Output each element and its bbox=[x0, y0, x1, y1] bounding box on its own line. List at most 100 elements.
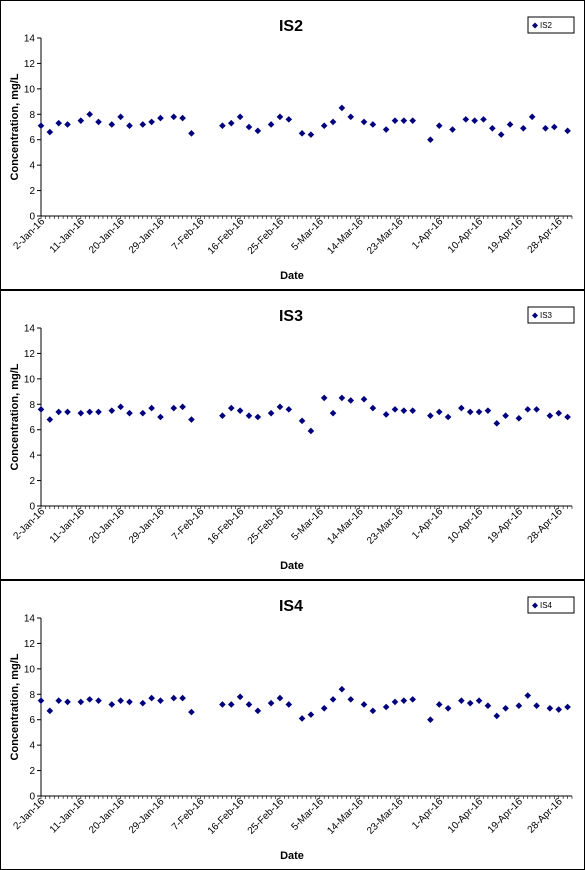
data-point bbox=[338, 685, 346, 693]
x-tick-label: 5-Mar-16 bbox=[289, 216, 326, 253]
data-point bbox=[493, 712, 501, 720]
x-tick-label: 10-Apr-16 bbox=[446, 216, 486, 256]
x-tick-label: 19-Apr-16 bbox=[486, 796, 526, 836]
data-point bbox=[117, 113, 124, 121]
data-point bbox=[148, 404, 155, 412]
data-point bbox=[515, 702, 523, 710]
data-point bbox=[471, 117, 478, 124]
chart-panel-is3: IS3 0 2 4 6 8 10 12 14 2-Jan-16 11-Jan-16 20-Jan-16… bbox=[0, 290, 585, 580]
x-tick-label: 16-Feb-16 bbox=[206, 216, 247, 257]
y-tick-label: 6 bbox=[29, 135, 35, 146]
data-point bbox=[236, 113, 244, 121]
data-point bbox=[307, 131, 315, 138]
data-point bbox=[475, 408, 483, 416]
y-tick-label: 10 bbox=[24, 664, 36, 675]
data-point bbox=[475, 697, 483, 704]
data-point bbox=[369, 707, 377, 715]
data-point bbox=[126, 122, 133, 130]
data-point bbox=[533, 702, 540, 710]
data-point bbox=[227, 119, 235, 127]
chart-title: IS3 bbox=[279, 308, 303, 325]
data-point bbox=[298, 417, 306, 425]
y-tick-label: 12 bbox=[24, 639, 36, 650]
y-tick-label: 2 bbox=[29, 476, 35, 487]
data-point bbox=[528, 113, 536, 121]
data-point bbox=[267, 409, 275, 417]
data-point bbox=[524, 692, 532, 699]
data-point bbox=[55, 408, 62, 416]
data-point bbox=[382, 126, 390, 133]
data-point bbox=[285, 406, 293, 413]
chart-panel-is2: IS2 0 2 4 6 8 10 12 14 2-Jan-16 11-Jan-16 20-Jan-16… bbox=[0, 0, 585, 290]
data-point bbox=[86, 696, 93, 703]
data-point bbox=[427, 412, 434, 420]
data-point bbox=[139, 409, 147, 417]
y-tick-label: 8 bbox=[29, 690, 35, 701]
data-point bbox=[360, 701, 368, 708]
y-tick-label: 0 bbox=[29, 792, 35, 803]
data-point bbox=[427, 136, 434, 144]
data-point bbox=[157, 697, 164, 704]
chart-panel-is4: IS4 0 2 4 6 8 10 12 14 2-Jan-16 11-Jan-16 20-Jan-16… bbox=[0, 580, 585, 870]
data-point bbox=[157, 114, 164, 122]
data-point bbox=[400, 407, 408, 414]
y-tick-label: 0 bbox=[29, 502, 35, 513]
data-point bbox=[285, 116, 293, 123]
chart-title: IS2 bbox=[279, 18, 303, 35]
data-point bbox=[427, 716, 434, 724]
data-point bbox=[320, 122, 328, 130]
data-point bbox=[236, 693, 244, 701]
x-tick-label: 7-Feb-16 bbox=[170, 216, 207, 253]
data-point bbox=[108, 121, 116, 128]
x-tick-label: 7-Feb-16 bbox=[170, 506, 207, 543]
data-point bbox=[179, 694, 186, 702]
data-point bbox=[276, 694, 284, 702]
x-tick-label: 14-Mar-16 bbox=[325, 216, 366, 257]
data-point bbox=[227, 404, 235, 412]
y-tick-label: 4 bbox=[29, 741, 35, 752]
data-point bbox=[37, 697, 45, 704]
data-point bbox=[435, 122, 443, 130]
data-point bbox=[458, 404, 465, 412]
x-tick-label: 19-Apr-16 bbox=[486, 216, 526, 256]
data-point bbox=[391, 117, 399, 124]
data-point bbox=[126, 698, 133, 706]
data-point bbox=[329, 696, 337, 703]
y-tick-label: 6 bbox=[29, 425, 35, 436]
x-tick-label: 1-Apr-16 bbox=[410, 216, 446, 252]
data-point bbox=[108, 701, 116, 708]
x-tick-label: 5-Mar-16 bbox=[289, 796, 326, 833]
data-point bbox=[276, 113, 284, 121]
chart-title: IS4 bbox=[279, 598, 303, 615]
data-point bbox=[77, 117, 85, 124]
data-point bbox=[409, 696, 416, 703]
data-point bbox=[462, 116, 470, 123]
data-point bbox=[435, 701, 443, 708]
data-point bbox=[391, 406, 399, 413]
data-point bbox=[46, 707, 54, 715]
data-point bbox=[179, 114, 186, 122]
data-point bbox=[546, 704, 554, 712]
y-tick-label: 4 bbox=[29, 451, 35, 462]
x-tick-label: 7-Feb-16 bbox=[170, 796, 207, 833]
y-tick-label: 0 bbox=[29, 212, 35, 223]
x-tick-label: 20-Jan-16 bbox=[87, 796, 127, 836]
data-point bbox=[227, 701, 235, 708]
y-tick-label: 12 bbox=[24, 59, 36, 70]
x-tick-label: 23-Mar-16 bbox=[365, 796, 406, 837]
data-point bbox=[400, 117, 408, 124]
y-tick-label: 6 bbox=[29, 715, 35, 726]
y-tick-label: 14 bbox=[24, 614, 36, 625]
data-point bbox=[148, 694, 155, 702]
data-point bbox=[338, 104, 346, 112]
x-tick-label: 20-Jan-16 bbox=[87, 216, 127, 256]
legend-label: IS2 bbox=[540, 21, 553, 30]
x-tick-label: 16-Feb-16 bbox=[206, 796, 247, 837]
x-tick-label: 1-Apr-16 bbox=[410, 796, 446, 832]
data-point bbox=[108, 407, 116, 414]
data-point bbox=[254, 707, 262, 715]
x-tick-label: 11-Jan-16 bbox=[48, 216, 87, 255]
y-tick-label: 12 bbox=[24, 349, 36, 360]
